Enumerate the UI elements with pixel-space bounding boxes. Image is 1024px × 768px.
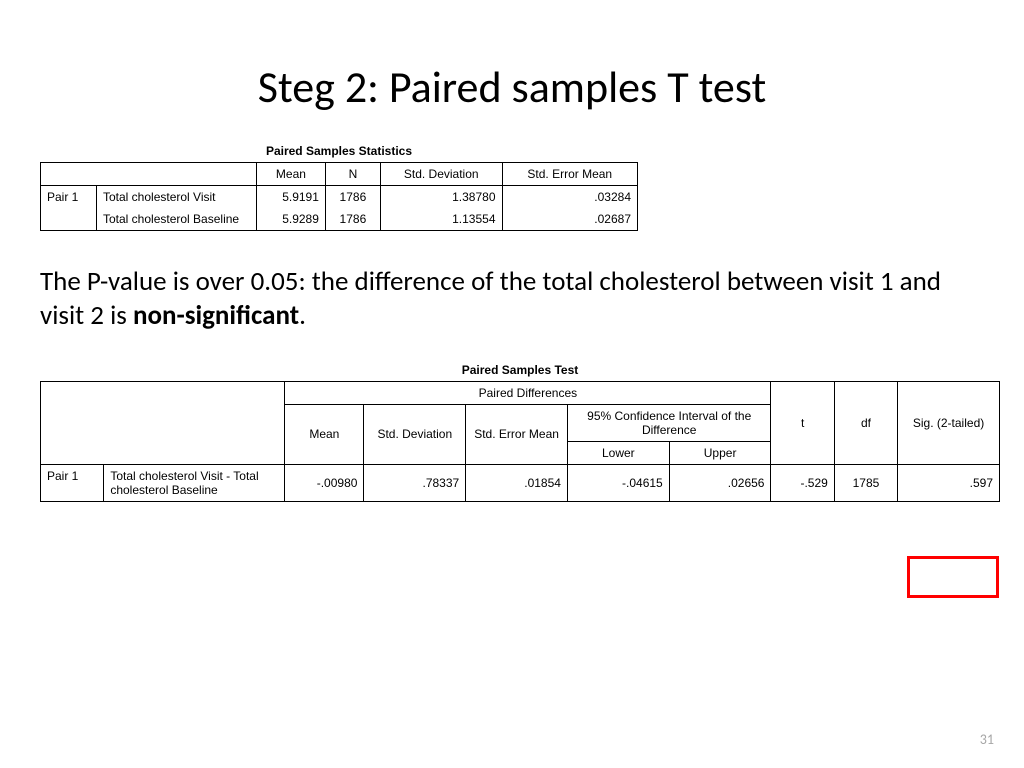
col-mean2: Mean (285, 404, 364, 464)
explanation-text: The P-value is over 0.05: the difference… (40, 265, 984, 333)
test-table: Paired Differences t df Sig. (2-tailed) … (40, 381, 1000, 502)
col-sd: Std. Deviation (380, 163, 502, 186)
stats-table-wrap: Paired Samples Statistics Mean N Std. De… (40, 144, 638, 231)
col-t: t (771, 381, 834, 464)
para-post: . (299, 299, 306, 332)
cell-sem: .03284 (502, 186, 637, 209)
paired-diff-header: Paired Differences (285, 381, 771, 404)
col-sem: Std. Error Mean (502, 163, 637, 186)
table-row: Total cholesterol Baseline 5.9289 1786 1… (41, 208, 638, 231)
ci-header: 95% Confidence Interval of the Differenc… (567, 404, 771, 441)
cell-mean: 5.9289 (257, 208, 326, 231)
col-sem2: Std. Error Mean (466, 404, 568, 464)
row-label2: Total cholesterol Visit - Total choleste… (104, 464, 285, 501)
cell-sd2: .78337 (364, 464, 466, 501)
table1-title: Paired Samples Statistics (40, 144, 638, 158)
cell-n: 1786 (325, 186, 380, 209)
row-label: Total cholesterol Baseline (97, 208, 257, 231)
test-table-wrap: Paired Samples Test Paired Differences t… (40, 363, 1000, 502)
para-bold: non-significant (133, 299, 299, 332)
cell-sem: .02687 (502, 208, 637, 231)
pair-label: Pair 1 (41, 186, 97, 231)
cell-t: -.529 (771, 464, 834, 501)
stats-table: Mean N Std. Deviation Std. Error Mean Pa… (40, 162, 638, 231)
cell-upper: .02656 (669, 464, 771, 501)
col-mean: Mean (257, 163, 326, 186)
table2-title: Paired Samples Test (40, 363, 1000, 377)
highlight-box (907, 556, 999, 598)
col-lower: Lower (567, 441, 669, 464)
col-upper: Upper (669, 441, 771, 464)
cell-sd: 1.38780 (380, 186, 502, 209)
cell-mean: 5.9191 (257, 186, 326, 209)
table-row: Pair 1 Total cholesterol Visit 5.9191 17… (41, 186, 638, 209)
page-title: Steg 2: Paired samples T test (40, 60, 984, 114)
row-label: Total cholesterol Visit (97, 186, 257, 209)
cell-n: 1786 (325, 208, 380, 231)
cell-sd: 1.13554 (380, 208, 502, 231)
col-sig: Sig. (2-tailed) (898, 381, 1000, 464)
cell-sig: .597 (898, 464, 1000, 501)
cell-lower: -.04615 (567, 464, 669, 501)
cell-df: 1785 (834, 464, 897, 501)
pair-label2: Pair 1 (41, 464, 104, 501)
col-sd2: Std. Deviation (364, 404, 466, 464)
col-df: df (834, 381, 897, 464)
page-number: 31 (980, 731, 994, 748)
cell-sem2: .01854 (466, 464, 568, 501)
table-row: Pair 1 Total cholesterol Visit - Total c… (41, 464, 1000, 501)
col-n: N (325, 163, 380, 186)
cell-mean2: -.00980 (285, 464, 364, 501)
